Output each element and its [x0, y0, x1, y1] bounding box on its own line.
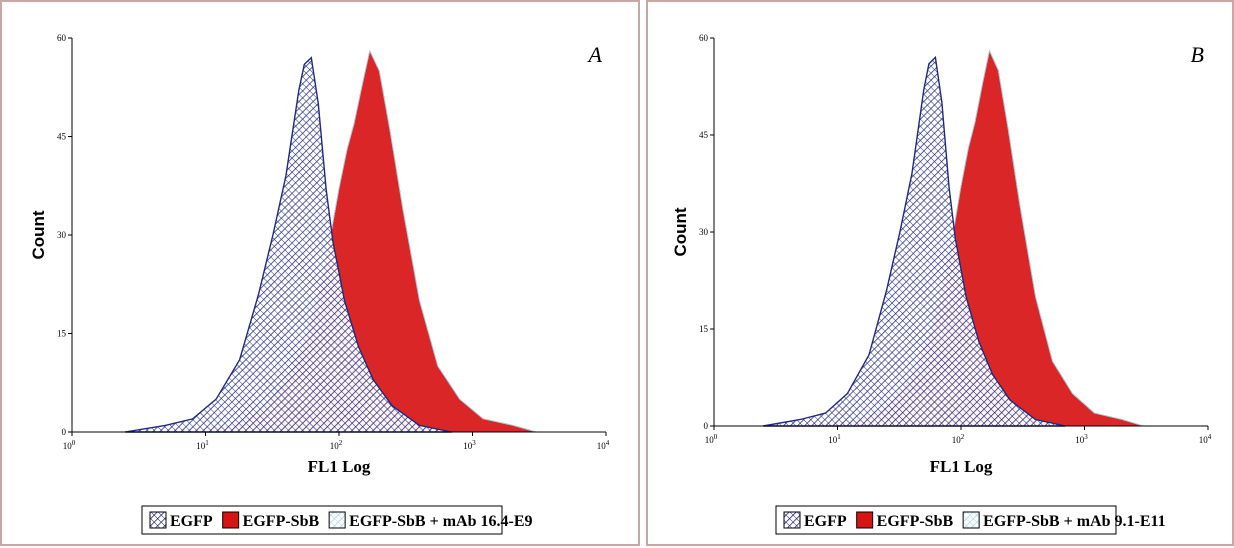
y-tick-label: 45 [699, 130, 709, 140]
x-tick-label: 102 [330, 439, 343, 451]
y-tick-label: 45 [57, 132, 67, 142]
y-tick-label: 60 [699, 33, 709, 43]
x-tick-label: 104 [597, 439, 610, 451]
x-tick-label: 102 [952, 433, 965, 445]
legend-swatch [149, 511, 167, 529]
series-egfp [762, 55, 1066, 427]
legend-swatch [328, 511, 346, 529]
y-axis-label: Count [29, 210, 48, 259]
panel-letter: A [587, 42, 603, 67]
y-tick-label: 15 [57, 329, 67, 339]
panel-b: 0 15 30 45 60 100 101 102 103 104 Count FL1 Log B EGF… [646, 0, 1234, 546]
series-egfp [124, 56, 452, 433]
legend-box [141, 505, 503, 535]
panel-letter: B [1191, 42, 1204, 67]
legend-label: EGFP [170, 513, 213, 530]
x-axis-label: FL1 Log [930, 457, 993, 476]
legend-swatch [783, 511, 801, 529]
y-tick-label: 30 [57, 230, 67, 240]
legend-swatch [222, 511, 240, 529]
legend-box [775, 505, 1117, 535]
legend-label: EGFP-SbB + mAb 16.4-E9 [349, 513, 532, 530]
x-tick-label: 100 [63, 439, 76, 451]
histogram-chart-a: 0 15 30 45 60 100 101 102 103 104 Count FL1 Log A EGF… [29, 33, 610, 535]
y-tick-label: 30 [699, 227, 709, 237]
x-axis-label: FL1 Log [308, 457, 371, 476]
x-tick-label: 103 [1075, 433, 1088, 445]
histogram-chart-b: 0 15 30 45 60 100 101 102 103 104 Count FL1 Log B EGF… [671, 33, 1212, 535]
legend-label: EGFP [804, 513, 847, 530]
legend-label: EGFP-SbB + mAb 9.1-E11 [983, 513, 1165, 530]
x-tick-label: 103 [463, 439, 476, 451]
x-tick-label: 101 [196, 439, 209, 451]
y-axis-label: Count [671, 207, 690, 256]
y-tick-label: 15 [699, 324, 709, 334]
legend-label: EGFP-SbB [877, 513, 954, 530]
y-tick-label: 0 [704, 421, 709, 431]
x-tick-label: 101 [828, 433, 841, 445]
y-tick-label: 0 [62, 427, 67, 437]
panel-a: 0 15 30 45 60 100 101 102 103 104 Count FL1 Log A EGF… [0, 0, 640, 546]
x-tick-label: 100 [705, 433, 718, 445]
legend-label: EGFP-SbB [243, 513, 320, 530]
legend-swatch [856, 511, 874, 529]
legend-swatch [962, 511, 980, 529]
x-tick-label: 104 [1199, 433, 1212, 445]
y-tick-label: 60 [57, 33, 67, 43]
